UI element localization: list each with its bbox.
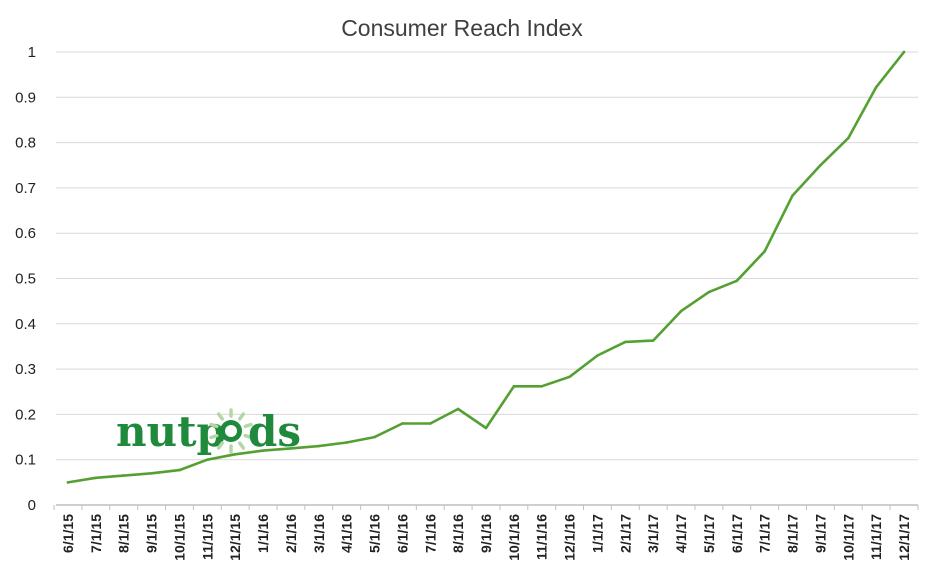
data-point xyxy=(512,385,516,388)
data-point xyxy=(345,441,348,444)
x-tick-label: 4/1/16 xyxy=(339,514,355,553)
data-point xyxy=(568,375,571,379)
data-point xyxy=(66,481,70,484)
y-tick-label: 0.7 xyxy=(15,180,36,197)
y-tick-label: 1 xyxy=(28,44,36,61)
x-tick-label: 8/1/15 xyxy=(116,514,132,553)
x-tick-label: 5/1/16 xyxy=(367,514,383,553)
x-axis xyxy=(53,504,919,510)
x-tick-label: 9/1/17 xyxy=(812,514,828,553)
y-tick-label: 0.2 xyxy=(15,406,36,423)
logo-ray xyxy=(243,422,253,429)
sunburst-o-icon xyxy=(209,408,253,454)
x-tick-label: 11/1/15 xyxy=(199,514,215,560)
data-point xyxy=(484,426,488,430)
y-tick-label: 0.8 xyxy=(15,135,36,152)
x-tick-label: 5/1/17 xyxy=(701,514,717,553)
data-point xyxy=(596,354,599,357)
logo-text-end: ds xyxy=(248,407,301,456)
x-tick-label: 10/1/15 xyxy=(171,514,187,561)
x-tick-label: 2/1/17 xyxy=(617,514,633,553)
y-tick-label: 0.9 xyxy=(15,89,36,106)
nutpods-logo: nutp ds xyxy=(116,407,301,456)
data-point xyxy=(819,163,822,167)
data-point xyxy=(651,339,655,342)
data-point xyxy=(94,476,98,480)
x-tick-label: 7/1/16 xyxy=(422,514,438,553)
x-tick-label: 9/1/15 xyxy=(144,514,160,553)
data-point xyxy=(791,194,794,197)
x-tick-label: 1/1/16 xyxy=(255,514,271,553)
grid-lines xyxy=(56,51,918,461)
x-tick-label: 3/1/17 xyxy=(645,514,661,553)
x-tick-label: 3/1/16 xyxy=(311,514,327,553)
data-point xyxy=(763,250,766,253)
logo-ray xyxy=(209,433,219,440)
x-tick-label: 11/1/16 xyxy=(534,514,550,560)
y-axis-labels: 0 0.1 0.2 0.3 0.4 0.5 0.6 0.7 0.8 0.9 1 xyxy=(15,44,36,514)
data-point xyxy=(902,50,906,54)
x-tick-label: 12/1/17 xyxy=(896,514,912,561)
x-tick-label: 11/1/17 xyxy=(868,514,884,560)
data-point xyxy=(373,435,376,439)
data-point xyxy=(456,407,460,411)
y-tick-label: 0.3 xyxy=(15,361,36,378)
x-tick-label: 12/1/15 xyxy=(227,514,243,561)
x-tick-label: 10/1/17 xyxy=(840,514,856,561)
logo-ray xyxy=(209,422,219,429)
logo-text-start: nutp xyxy=(116,407,226,456)
data-point xyxy=(707,290,711,294)
y-tick-label: 0 xyxy=(28,497,36,514)
y-tick-label: 0.5 xyxy=(15,271,36,288)
logo-ray xyxy=(243,433,253,440)
data-point xyxy=(206,458,209,462)
logo-ray xyxy=(216,441,224,450)
x-tick-label: 2/1/16 xyxy=(283,514,299,553)
data-point xyxy=(679,309,683,313)
data-point xyxy=(233,452,237,456)
data-point xyxy=(289,447,293,450)
x-tick-label: 6/1/15 xyxy=(60,514,76,553)
x-axis-labels: 6/1/15 7/1/15 8/1/15 9/1/15 10/1/15 11/1/15 12… xyxy=(60,514,912,561)
x-tick-label: 7/1/17 xyxy=(757,514,773,553)
y-tick-label: 0.6 xyxy=(15,225,36,242)
x-tick-label: 6/1/16 xyxy=(394,514,410,553)
data-point xyxy=(428,422,432,425)
data-point xyxy=(261,449,265,452)
x-tick-label: 8/1/16 xyxy=(450,514,466,553)
data-point xyxy=(122,474,126,477)
data-point xyxy=(401,422,404,425)
data-point xyxy=(624,340,627,344)
data-point xyxy=(317,444,321,448)
logo-o-center xyxy=(225,425,237,437)
y-tick-label: 0.4 xyxy=(15,316,36,333)
logo-ray xyxy=(238,412,246,421)
data-point xyxy=(178,468,181,472)
data-point xyxy=(150,471,153,475)
x-tick-label: 8/1/17 xyxy=(785,514,801,553)
logo-ray xyxy=(216,412,224,421)
data-point xyxy=(735,279,739,283)
x-tick-label: 6/1/17 xyxy=(729,514,745,553)
x-tick-label: 7/1/15 xyxy=(88,514,104,553)
x-tick-label: 4/1/17 xyxy=(673,514,689,553)
data-point xyxy=(874,86,878,89)
data-point xyxy=(846,136,850,140)
logo-ray xyxy=(238,441,246,450)
series-layer xyxy=(66,50,906,484)
x-tick-label: 12/1/16 xyxy=(562,514,578,561)
data-point xyxy=(540,385,544,388)
x-tick-label: 9/1/16 xyxy=(478,514,494,553)
x-tick-label: 1/1/17 xyxy=(589,514,605,553)
y-tick-label: 0.1 xyxy=(15,452,36,469)
x-tick-label: 10/1/16 xyxy=(506,514,522,561)
chart-title: Consumer Reach Index xyxy=(341,15,583,41)
